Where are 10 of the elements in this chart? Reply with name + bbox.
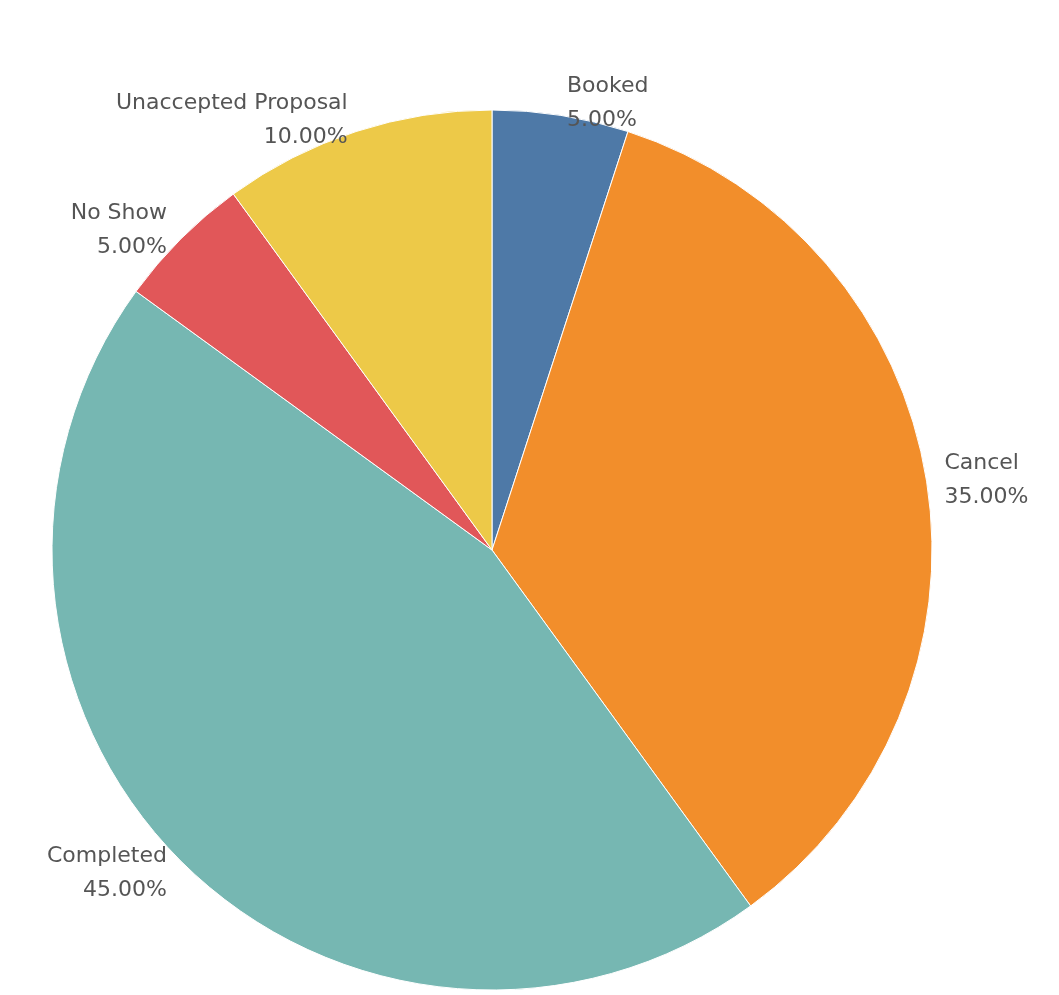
data-label: 5.00% — [97, 233, 167, 259]
slice-label: Booked — [567, 72, 649, 98]
slice-label: Cancel — [944, 449, 1019, 475]
slice-label: Unaccepted Proposal — [115, 88, 348, 114]
data-label: 35.00% — [944, 483, 1029, 509]
data-label: 10.00% — [263, 122, 348, 148]
slice-label: No Show — [70, 199, 167, 225]
slice-label: Completed — [46, 841, 167, 867]
data-label: 45.00% — [83, 875, 167, 901]
data-label: 5.00% — [567, 106, 637, 132]
